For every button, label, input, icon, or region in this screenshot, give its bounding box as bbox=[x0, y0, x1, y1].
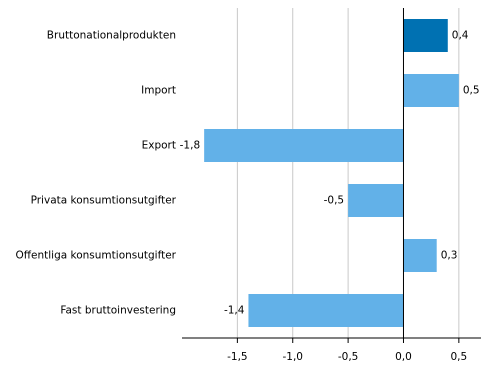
x-tick-label: -1,5 bbox=[227, 351, 248, 363]
bar bbox=[348, 184, 404, 217]
x-tick-label: -1,0 bbox=[282, 351, 303, 363]
bar bbox=[204, 129, 404, 162]
y-tick-label: Export bbox=[142, 140, 176, 152]
value-label: 0,5 bbox=[463, 85, 480, 97]
x-tick-label: 0,5 bbox=[451, 351, 468, 363]
y-tick-label: Fast bruttoinvestering bbox=[60, 305, 176, 317]
x-tick-label: -0,5 bbox=[338, 351, 359, 363]
x-tick-label: 0,0 bbox=[395, 351, 412, 363]
bar bbox=[403, 239, 437, 272]
bar bbox=[248, 294, 404, 327]
value-label: 0,4 bbox=[452, 30, 469, 42]
y-tick-label: Import bbox=[141, 85, 176, 97]
bar bbox=[403, 74, 459, 107]
value-label: -0,5 bbox=[324, 195, 345, 207]
value-label: -1,4 bbox=[224, 305, 245, 317]
y-tick-label: Offentliga konsumtionsutgifter bbox=[16, 250, 177, 262]
value-label: -1,8 bbox=[180, 140, 201, 152]
y-tick-label: Bruttonationalprodukten bbox=[47, 30, 176, 42]
bar bbox=[403, 19, 448, 52]
y-tick-label: Privata konsumtionsutgifter bbox=[31, 195, 177, 207]
value-label: 0,3 bbox=[441, 250, 458, 262]
